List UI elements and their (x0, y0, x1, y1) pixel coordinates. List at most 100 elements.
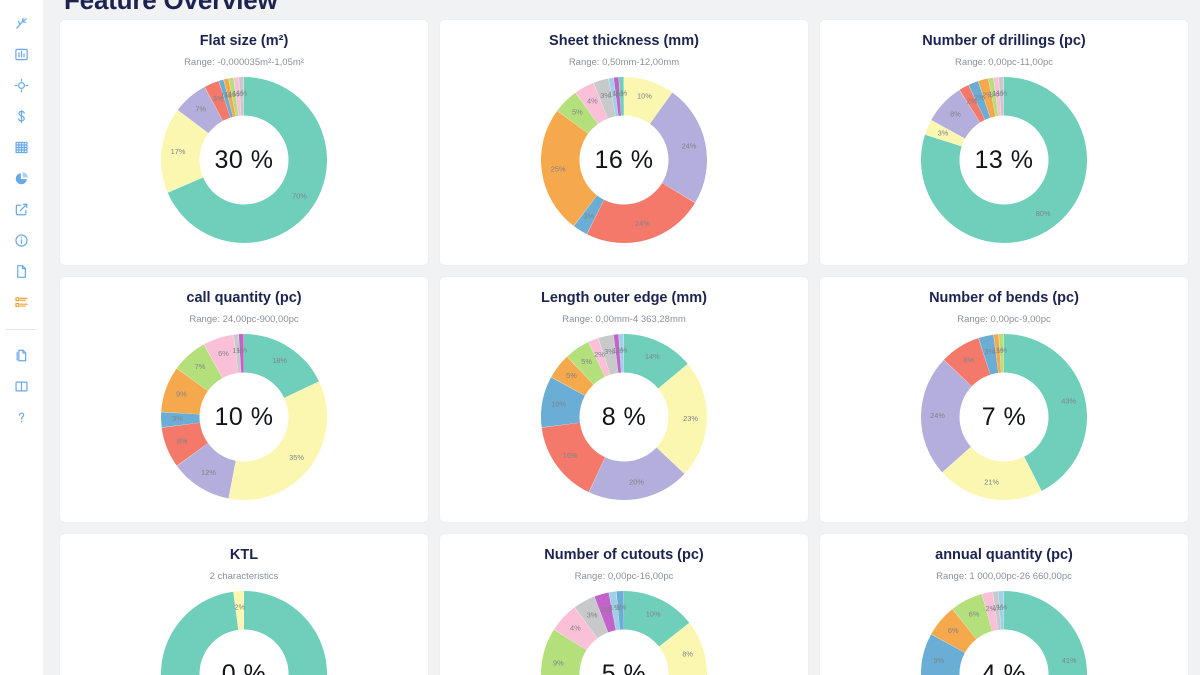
donut-slice[interactable] (573, 195, 604, 235)
donut-slice[interactable] (613, 77, 622, 116)
donut-slice[interactable] (921, 77, 1087, 243)
feature-card[interactable]: Number of cutouts (pc) Range: 0,00pc-16,0… (440, 534, 808, 675)
donut-slice[interactable] (942, 446, 1042, 501)
donut-slice[interactable] (993, 77, 1002, 116)
donut-slice[interactable] (656, 364, 707, 474)
donut-slice[interactable] (160, 591, 327, 675)
donut-slice[interactable] (160, 412, 200, 428)
donut-slice[interactable] (618, 77, 624, 116)
donut-slice[interactable] (998, 591, 1004, 630)
donut-slice[interactable] (982, 591, 998, 632)
donut-slice[interactable] (176, 344, 223, 391)
feature-card[interactable]: Number of drillings (pc) Range: 0,00pc-11… (820, 20, 1188, 265)
donut-slice[interactable] (988, 77, 999, 117)
donut-slice[interactable] (649, 92, 707, 203)
donut-slice[interactable] (608, 591, 620, 631)
slice-label: 41% (1062, 656, 1077, 665)
donut-slice[interactable] (978, 78, 996, 118)
donut-slice[interactable] (921, 359, 972, 473)
donut-slice[interactable] (228, 381, 328, 501)
slice-label: 2% (594, 350, 605, 359)
feature-card[interactable]: Number of bends (pc) Range: 0,00pc-9,00pc… (820, 277, 1188, 522)
donut-slice[interactable] (998, 334, 1004, 373)
grid-icon[interactable] (0, 132, 43, 163)
book-icon[interactable] (0, 371, 43, 402)
donut-slice[interactable] (998, 77, 1004, 116)
target-icon[interactable] (0, 70, 43, 101)
donut-slice[interactable] (540, 377, 585, 428)
donut-slice[interactable] (161, 368, 208, 415)
donut-slice[interactable] (968, 81, 991, 120)
donut-slice[interactable] (541, 422, 606, 493)
donut-slice[interactable] (551, 356, 594, 396)
donut-slice[interactable] (992, 591, 1001, 630)
feature-card[interactable]: annual quantity (pc) Range: 1 000,00pc-26… (820, 534, 1188, 675)
donut-slice[interactable] (177, 87, 223, 134)
branch-icon[interactable] (0, 8, 43, 39)
donut-slice[interactable] (1004, 334, 1087, 491)
list-icon[interactable] (0, 287, 43, 318)
donut-slice[interactable] (931, 609, 977, 653)
donut-slice[interactable] (921, 634, 965, 675)
donut-slice[interactable] (541, 629, 587, 675)
feature-card[interactable]: Length outer edge (mm) Range: 0,00mm-4 36… (440, 277, 808, 522)
donut-slice[interactable] (943, 338, 991, 387)
donut-slice[interactable] (624, 77, 673, 124)
pie-chart-icon[interactable] (0, 163, 43, 194)
feature-card[interactable]: KTL 2 characteristics 98%2%0 % (60, 534, 428, 675)
donut-slice[interactable] (204, 334, 239, 378)
donut-slice[interactable] (233, 77, 242, 116)
donut-slice[interactable] (959, 85, 985, 123)
donut-slice[interactable] (161, 422, 208, 466)
donut-slice[interactable] (238, 77, 244, 116)
donut-slice[interactable] (177, 443, 236, 499)
donut-slice[interactable] (167, 77, 328, 243)
donut-slice[interactable] (223, 78, 236, 117)
donut-slice[interactable] (557, 92, 598, 134)
file-copy-icon[interactable] (0, 340, 43, 371)
donut-slice[interactable] (624, 334, 688, 389)
donut-slice[interactable] (616, 591, 624, 630)
donut-slice[interactable] (1004, 591, 1087, 675)
donut-slice[interactable] (238, 334, 244, 373)
donut-slice[interactable] (931, 90, 980, 139)
donut-slice[interactable] (244, 334, 319, 398)
donut-slice[interactable] (925, 120, 965, 147)
donut-slice[interactable] (575, 82, 608, 124)
donut-slice[interactable] (618, 334, 624, 373)
donut-slice[interactable] (993, 334, 1002, 373)
feature-card[interactable]: call quantity (pc) Range: 24,00pc-900,00p… (60, 277, 428, 522)
donut-slice[interactable] (608, 77, 619, 117)
feature-card[interactable]: Flat size (m²) Range: -0,000035m²-1,05m² 7… (60, 20, 428, 265)
slice-label: 1% (997, 88, 1008, 97)
donut-slice[interactable] (598, 334, 619, 375)
donut-slice[interactable] (952, 594, 993, 640)
donut-slice[interactable] (659, 623, 707, 675)
donut-slice[interactable] (613, 334, 622, 373)
donut-slice[interactable] (218, 79, 233, 118)
donut-slice[interactable] (160, 110, 209, 193)
donut-slice[interactable] (586, 183, 695, 243)
external-link-icon[interactable] (0, 194, 43, 225)
donut-slice[interactable] (593, 78, 616, 119)
dollar-icon[interactable] (0, 101, 43, 132)
donut-slice[interactable] (233, 334, 242, 373)
donut-slice[interactable] (624, 591, 690, 647)
donut-slice[interactable] (540, 110, 597, 226)
donut-slice[interactable] (554, 607, 598, 651)
info-circle-icon[interactable] (0, 225, 43, 256)
donut-slice[interactable] (978, 334, 999, 375)
donut-slice[interactable] (567, 342, 605, 385)
donut-slice[interactable] (594, 592, 616, 633)
donut-slice[interactable] (588, 447, 685, 500)
donut-slice[interactable] (204, 81, 231, 121)
document-icon[interactable] (0, 256, 43, 287)
feature-card[interactable]: Sheet thickness (mm) Range: 0,50mm-12,00m… (440, 20, 808, 265)
chart-panel-icon[interactable] (0, 39, 43, 70)
donut-slice[interactable] (228, 77, 239, 117)
donut-slice[interactable] (588, 338, 611, 377)
donut-slice[interactable] (233, 591, 244, 630)
slice-label: 1% (616, 603, 627, 612)
donut-slice[interactable] (574, 596, 608, 639)
question-icon[interactable] (0, 402, 43, 433)
